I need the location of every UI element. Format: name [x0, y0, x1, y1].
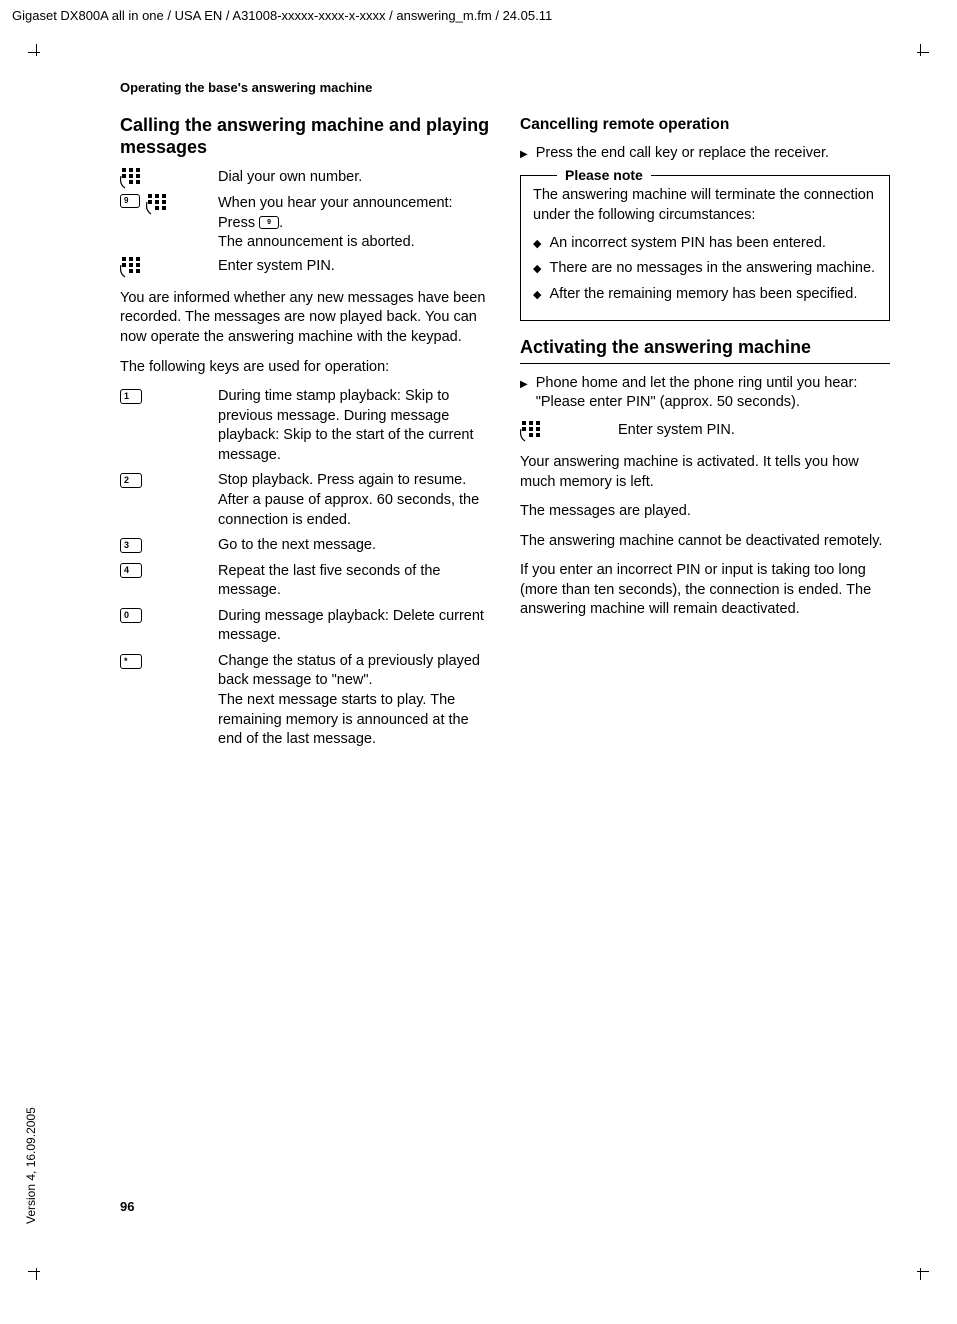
key-description: During time stamp playback: Skip to prev… [218, 387, 490, 465]
procedure-step: Enter system PIN. [120, 257, 490, 279]
key-cell: 4 [120, 562, 218, 582]
key-cell: 0 [120, 607, 218, 627]
paragraph: The answering machine cannot be deactiva… [520, 532, 890, 552]
note-bullet: There are no messages in the answering m… [533, 259, 877, 279]
key-description: Change the status of a previously played… [218, 652, 490, 750]
section-heading: Calling the answering machine and playin… [120, 115, 490, 158]
key-cell: 2 [120, 471, 218, 491]
note-box: Please note The answering machine will t… [520, 175, 890, 321]
note-intro: The answering machine will terminate the… [533, 186, 877, 225]
action-bullet: Phone home and let the phone ring until … [520, 374, 890, 413]
key-definition: * Change the status of a previously play… [120, 652, 490, 750]
step-text: Enter system PIN. [618, 421, 890, 441]
bullet-text: After the remaining memory has been spec… [549, 285, 857, 305]
text-fragment: . [279, 215, 283, 231]
step-text: Dial your own number. [218, 168, 490, 188]
keypad-icon [120, 257, 144, 279]
key-definition: 3 Go to the next message. [120, 536, 490, 556]
bullet-text: Press the end call key or replace the re… [536, 144, 829, 164]
page-content: Operating the base's answering machine C… [120, 80, 890, 756]
key-9-inline-icon: 9 [259, 216, 279, 229]
paragraph: You are informed whether any new message… [120, 289, 490, 348]
key-3-icon: 3 [120, 538, 142, 553]
left-column: Calling the answering machine and playin… [120, 115, 490, 756]
key-definition: 0 During message playback: Delete curren… [120, 607, 490, 646]
paragraph: Your answering machine is activated. It … [520, 453, 890, 492]
text-fragment: When you hear your announcement: Press [218, 195, 453, 231]
note-title: Please note [557, 166, 651, 185]
key-description: Stop playback. Press again to resume. Af… [218, 471, 490, 530]
action-bullet: Press the end call key or replace the re… [520, 144, 890, 164]
key-definition: 2 Stop playback. Press again to resume. … [120, 471, 490, 530]
bullet-text: An incorrect system PIN has been entered… [549, 234, 825, 254]
key-0-icon: 0 [120, 608, 142, 623]
keypad-icon [520, 421, 544, 443]
procedure-step: Enter system PIN. [520, 421, 890, 443]
step-icons [520, 421, 618, 443]
key-definition: 4 Repeat the last five seconds of the me… [120, 562, 490, 601]
text-fragment: The announcement is aborted. [218, 234, 415, 250]
procedure-step: 9 When you hear your announcement: Press… [120, 194, 490, 253]
step-icons [120, 257, 218, 279]
procedure-step: Dial your own number. [120, 168, 490, 190]
step-text: When you hear your announcement: Press 9… [218, 194, 490, 253]
crop-mark [911, 1262, 929, 1280]
key-2-icon: 2 [120, 473, 142, 488]
key-description: Go to the next message. [218, 536, 490, 556]
step-icons [120, 168, 218, 190]
bullet-text: There are no messages in the answering m… [549, 259, 875, 279]
page-number: 96 [120, 1199, 134, 1214]
two-column-layout: Calling the answering machine and playin… [120, 115, 890, 756]
step-icons: 9 [120, 194, 218, 216]
text-fragment: The next message starts to play. The rem… [218, 692, 469, 747]
step-text: Enter system PIN. [218, 257, 490, 277]
paragraph: If you enter an incorrect PIN or input i… [520, 561, 890, 620]
paragraph: The messages are played. [520, 502, 890, 522]
keypad-icon [146, 194, 170, 216]
key-9-icon: 9 [120, 194, 140, 208]
text-fragment: Stop playback. Press again to resume. [218, 472, 466, 488]
version-text: Version 4, 16.09.2005 [24, 1107, 38, 1224]
doc-header-path: Gigaset DX800A all in one / USA EN / A31… [12, 8, 552, 23]
key-star-icon: * [120, 654, 142, 669]
right-column: Cancelling remote operation Press the en… [520, 115, 890, 756]
key-cell: 3 [120, 536, 218, 556]
key-cell: 1 [120, 387, 218, 407]
key-definition: 1 During time stamp playback: Skip to pr… [120, 387, 490, 465]
crop-mark [911, 44, 929, 62]
key-description: During message playback: Delete current … [218, 607, 490, 646]
crop-mark [28, 1262, 46, 1280]
key-4-icon: 4 [120, 563, 142, 578]
crop-mark [28, 44, 46, 62]
running-header: Operating the base's answering machine [120, 80, 890, 95]
text-fragment: Change the status of a previously played… [218, 653, 480, 689]
subsection-heading: Cancelling remote operation [520, 115, 890, 136]
key-cell: * [120, 652, 218, 672]
key-1-icon: 1 [120, 389, 142, 404]
keypad-icon [120, 168, 144, 190]
section-heading: Activating the answering machine [520, 337, 890, 364]
note-bullet: An incorrect system PIN has been entered… [533, 234, 877, 254]
key-description: Repeat the last five seconds of the mess… [218, 562, 490, 601]
bullet-text: Phone home and let the phone ring until … [536, 374, 890, 413]
text-fragment: After a pause of approx. 60 seconds, the… [218, 492, 479, 528]
note-bullet: After the remaining memory has been spec… [533, 285, 877, 305]
paragraph: The following keys are used for operatio… [120, 358, 490, 378]
